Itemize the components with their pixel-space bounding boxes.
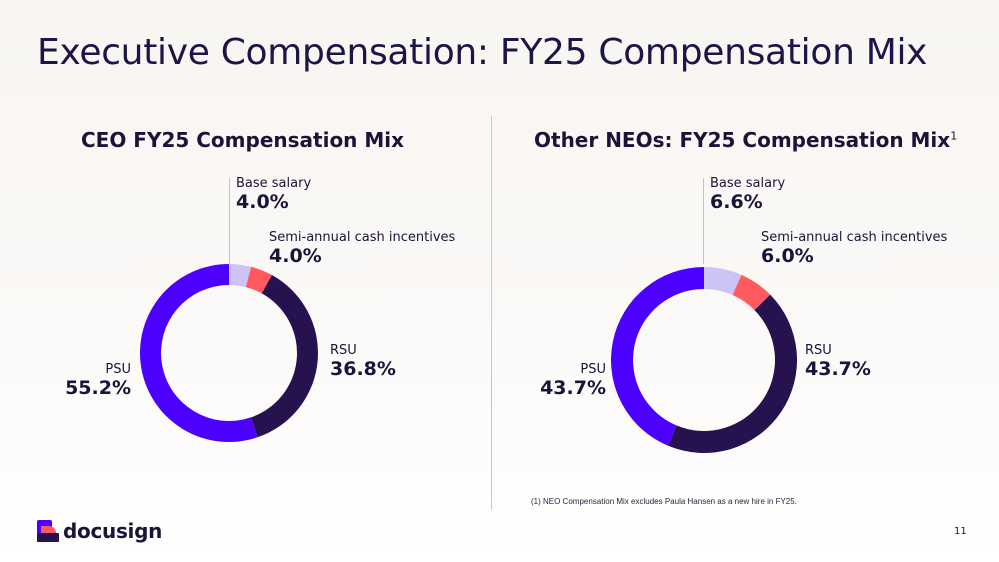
footnote-marker: 1 <box>950 129 958 143</box>
ceo-rsu-value: 36.8% <box>330 357 396 380</box>
panel-divider <box>491 116 492 510</box>
footnote: (1) NEO Compensation Mix excludes Paula … <box>531 497 797 506</box>
ceo-psu-name: PSU <box>105 362 131 377</box>
ceo-rsu-label: RSU 36.8% <box>330 343 396 381</box>
neo-psu-value: 43.7% <box>540 376 606 399</box>
neo-cash-incentives-value: 6.0% <box>761 244 814 267</box>
neo-base-salary-name: Base salary <box>710 176 786 191</box>
docusign-logo: docusign <box>37 519 162 543</box>
neo-base-salary-leader <box>703 178 704 264</box>
ceo-base-salary-leader <box>229 178 230 264</box>
ceo-rsu-name: RSU <box>330 343 357 358</box>
ceo-slice-cash-incentives <box>245 266 272 294</box>
ceo-cash-incentives-name: Semi-annual cash incentives <box>269 230 456 245</box>
ceo-base-salary-value: 4.0% <box>236 190 289 213</box>
neo-rsu-value: 43.7% <box>805 357 871 380</box>
neo-base-salary-label: Base salary 6.6% <box>710 176 786 214</box>
neo-psu-label: PSU 43.7% <box>540 362 606 400</box>
neo-cash-incentives-label: Semi-annual cash incentives 6.0% <box>761 230 948 268</box>
neo-rsu-name: RSU <box>805 343 832 358</box>
neo-slice-cash-incentives <box>732 274 771 311</box>
neo-cash-incentives-name: Semi-annual cash incentives <box>761 230 948 245</box>
neo-slice-psu <box>610 266 704 446</box>
ceo-psu-value: 55.2% <box>65 376 131 399</box>
ceo-cash-incentives-value: 4.0% <box>269 244 322 267</box>
neo-slice-base-salary <box>704 267 742 296</box>
ceo-chart-title: CEO FY25 Compensation Mix <box>81 128 405 152</box>
neo-psu-name: PSU <box>580 362 606 377</box>
ceo-base-salary-label: Base salary 4.0% <box>236 176 312 214</box>
docusign-logo-icon <box>37 520 59 542</box>
ceo-psu-label: PSU 55.2% <box>64 362 131 400</box>
page-title: Executive Compensation: FY25 Compensatio… <box>37 32 928 73</box>
ceo-slice-rsu <box>250 275 318 438</box>
neo-rsu-label: RSU 43.7% <box>805 343 871 381</box>
neo-base-salary-value: 6.6% <box>710 190 763 213</box>
neo-slice-rsu <box>668 294 797 453</box>
logo-text: docusign <box>63 519 163 543</box>
ceo-slice-base-salary <box>229 264 252 288</box>
neo-chart-title-text: Other NEOs: FY25 Compensation Mix <box>534 128 951 152</box>
page-number: 11 <box>954 526 967 537</box>
ceo-slice-psu <box>140 264 258 442</box>
ceo-cash-incentives-label: Semi-annual cash incentives 4.0% <box>269 230 456 268</box>
neo-chart-title: Other NEOs: FY25 Compensation Mix1 <box>534 128 957 152</box>
ceo-base-salary-name: Base salary <box>236 176 312 191</box>
